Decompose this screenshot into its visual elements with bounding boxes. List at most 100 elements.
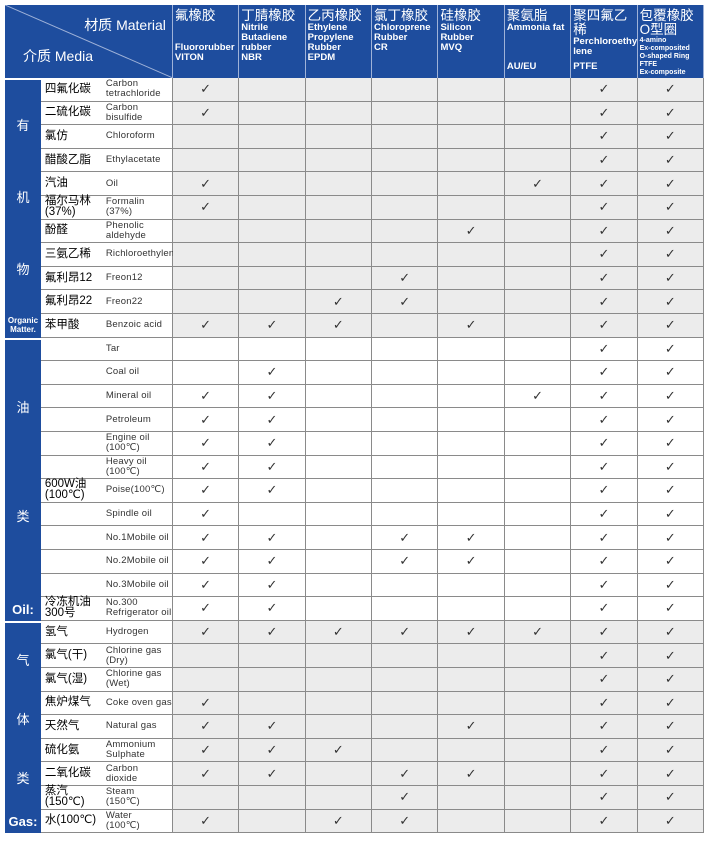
compat-cell: [372, 573, 439, 597]
compat-cell: ✓: [571, 738, 638, 762]
compat-cell: [504, 313, 572, 337]
medium-name-cn: 硫化氨: [40, 738, 106, 762]
compat-cell: ✓: [637, 243, 704, 266]
check-icon: ✓: [200, 553, 212, 569]
check-icon: ✓: [332, 742, 344, 758]
compat-cell: ✓: [372, 549, 439, 573]
compat-cell: [172, 667, 240, 691]
column-title-en: Perchloroethy lene: [573, 36, 638, 57]
medium-name-cn: 氯气(湿): [40, 667, 106, 691]
compat-cell: [504, 266, 572, 290]
compat-cell: ✓: [239, 620, 306, 644]
check-icon: ✓: [664, 104, 676, 120]
medium-name-cn: 醋酸乙脂: [40, 148, 106, 172]
compat-cell: ✓: [571, 502, 638, 526]
check-icon: ✓: [465, 718, 477, 734]
compat-cell: [172, 785, 240, 809]
check-icon: ✓: [266, 718, 278, 734]
compat-cell: ✓: [504, 620, 572, 644]
table-row: 福尔马林 (37%) Formalin (37%) ✓ ✓ ✓: [40, 195, 704, 220]
check-icon: ✓: [399, 765, 411, 781]
medium-name-en: Petroleum: [105, 408, 173, 431]
check-icon: ✓: [532, 388, 543, 404]
check-icon: ✓: [200, 104, 212, 120]
compat-cell: ✓: [172, 101, 240, 125]
compat-cell: [505, 337, 572, 361]
table-row: Mineral oil ✓ ✓ ✓ ✓ ✓: [40, 384, 704, 409]
column-title-cn: 聚四氟乙稀: [573, 8, 628, 37]
compat-cell: [505, 431, 572, 455]
check-icon: ✓: [266, 364, 278, 380]
check-icon: ✓: [266, 388, 278, 404]
compat-cell: [173, 361, 240, 384]
check-icon: ✓: [266, 317, 278, 333]
compat-cell: [239, 219, 306, 243]
medium-name-cn: [40, 384, 106, 408]
compat-cell: ✓: [239, 526, 306, 549]
compat-cell: [372, 597, 439, 620]
check-icon: ✓: [664, 506, 676, 522]
compat-cell: ✓: [571, 431, 638, 455]
check-icon: ✓: [465, 317, 477, 333]
check-icon: ✓: [465, 529, 477, 545]
medium-name-cn: [40, 502, 106, 526]
category-label: 物: [16, 262, 30, 278]
check-icon: ✓: [598, 671, 610, 687]
check-icon: ✓: [399, 270, 411, 286]
check-icon: ✓: [266, 435, 278, 451]
compat-cell: ✓: [239, 431, 306, 455]
compat-cell: ✓: [571, 455, 638, 479]
compat-cell: ✓: [638, 479, 704, 502]
compat-cell: [305, 667, 373, 691]
compat-cell: [172, 644, 240, 667]
medium-name-cn: [40, 337, 106, 361]
check-icon: ✓: [598, 293, 610, 309]
table-row: 苯甲酸 Benzoic acid ✓ ✓ ✓ ✓ ✓ ✓: [40, 313, 704, 338]
compat-cell: ✓: [638, 502, 704, 526]
compat-cell: ✓: [372, 762, 439, 785]
check-icon: ✓: [664, 458, 676, 474]
compat-cell: [438, 148, 505, 172]
medium-name-cn: [40, 526, 106, 549]
compat-cell: [372, 78, 439, 101]
compat-cell: [372, 738, 439, 762]
compat-cell: ✓: [571, 195, 638, 219]
compat-cell: ✓: [239, 715, 306, 738]
check-icon: ✓: [598, 458, 610, 474]
compat-cell: [306, 597, 373, 620]
medium-name-en: Freon12: [105, 266, 173, 290]
check-icon: ✓: [664, 742, 676, 758]
column-title-en: Ammonia fat: [506, 22, 565, 33]
compat-cell: [239, 644, 306, 667]
check-icon: ✓: [664, 293, 676, 309]
table-row: Coal oil ✓ ✓ ✓: [40, 361, 704, 385]
compat-cell: ✓: [172, 78, 240, 101]
check-icon: ✓: [266, 553, 278, 569]
compat-cell: [239, 290, 306, 313]
medium-name-cn: 二硫化碳: [40, 101, 106, 125]
compat-cell: [438, 78, 505, 101]
compat-cell: [306, 526, 373, 549]
compat-cell: ✓: [571, 78, 638, 101]
compat-cell: [173, 337, 240, 361]
column-title-cn: 丁腈橡胶: [241, 8, 296, 23]
compat-cell: [504, 667, 572, 691]
compat-cell: [505, 549, 572, 573]
compat-cell: [504, 785, 572, 809]
compat-cell: ✓: [637, 738, 704, 762]
compat-cell: [438, 101, 505, 125]
medium-name-en: No.3Mobile oil: [105, 573, 173, 597]
compat-cell: [306, 502, 373, 526]
check-icon: ✓: [664, 765, 676, 781]
table-row: No.1Mobile oil ✓ ✓ ✓ ✓ ✓ ✓: [40, 526, 704, 550]
table-row: 天然气 Natural gas ✓ ✓ ✓ ✓ ✓: [40, 715, 704, 739]
medium-name-en: Carbon dioxide: [105, 762, 173, 785]
check-icon: ✓: [664, 340, 676, 356]
compat-cell: [504, 78, 572, 101]
medium-name-en: Spindle oil: [105, 502, 173, 526]
check-icon: ✓: [200, 199, 212, 215]
compat-cell: [504, 195, 572, 219]
medium-name-en: No.2Mobile oil: [105, 549, 173, 573]
check-icon: ✓: [664, 364, 676, 380]
compat-cell: [504, 101, 572, 125]
